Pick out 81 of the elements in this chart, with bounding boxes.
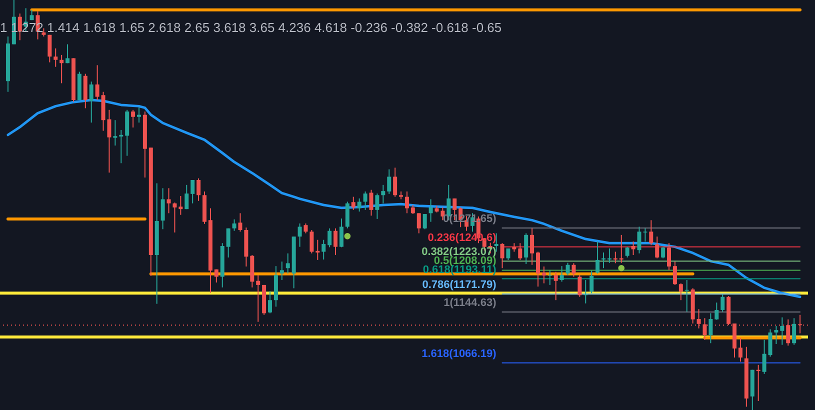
candlestick (738, 338, 742, 362)
candlestick (596, 240, 600, 274)
candlestick (381, 184, 386, 204)
candlestick (328, 228, 332, 248)
candlestick (554, 271, 558, 301)
candlestick (119, 129, 124, 164)
candlestick (560, 266, 564, 282)
candlestick (136, 106, 141, 124)
candlestick (351, 196, 356, 210)
candlestick (95, 64, 100, 101)
candlestick (578, 274, 582, 298)
candlestick (590, 270, 594, 294)
candlestick (536, 251, 540, 288)
candlestick (416, 212, 421, 234)
series-label: 1.618(1066.19) (422, 348, 497, 360)
candlestick (196, 178, 201, 202)
candlestick (256, 274, 260, 322)
candlestick (54, 48, 58, 68)
candlestick (322, 239, 326, 260)
candlestick (298, 222, 302, 248)
candlestick (524, 232, 528, 265)
candlestick (649, 220, 654, 246)
candlestick (404, 190, 409, 214)
candlestick (268, 290, 272, 314)
candlestick (178, 195, 183, 216)
candlestick (304, 222, 308, 234)
candlestick (714, 302, 719, 320)
candlestick (667, 242, 672, 271)
candlestick (190, 179, 195, 204)
candlestick (542, 266, 546, 284)
candlestick (345, 201, 350, 229)
candlestick (530, 228, 534, 266)
candlestick (548, 270, 552, 286)
candlestick (518, 242, 522, 260)
candlestick (655, 236, 660, 259)
candlestick (774, 325, 778, 344)
candlestick (334, 228, 338, 256)
candlestick (286, 252, 290, 274)
candlestick (280, 261, 284, 281)
candlestick (708, 312, 713, 344)
candlestick (428, 198, 433, 222)
candlestick (316, 239, 320, 260)
candlestick (113, 120, 118, 146)
candlestick (184, 184, 189, 210)
candlestick (631, 240, 636, 256)
candlestick (310, 230, 314, 254)
candlestick (500, 242, 504, 269)
candlestick (572, 262, 576, 278)
candlestick (160, 188, 165, 230)
series-label: 1(1144.63) (444, 297, 497, 310)
candlestick (792, 318, 796, 346)
candlestick (625, 246, 630, 258)
candlestick (238, 212, 242, 232)
candlestick (66, 44, 70, 64)
candlestick (780, 316, 784, 346)
series-label: 0.786(1171.79) (422, 278, 497, 291)
candlestick (48, 34, 52, 63)
candlestick (393, 167, 398, 198)
candlestick (232, 218, 236, 232)
candlestick (357, 198, 362, 212)
candlestick (375, 193, 380, 220)
candlestick (166, 188, 171, 214)
candlestick (60, 54, 64, 84)
candlestick (422, 214, 427, 230)
candlestick (643, 228, 648, 242)
candlestick (131, 109, 136, 128)
candlestick (226, 228, 230, 258)
candlestick (637, 226, 642, 254)
candlestick (339, 218, 344, 248)
candlestick (369, 189, 374, 216)
candlestick (89, 81, 94, 124)
candlestick (410, 204, 415, 215)
candlestick (720, 294, 725, 312)
candlestick (363, 190, 368, 210)
candlestick (566, 262, 570, 276)
candlestick (214, 268, 218, 283)
candlestick (672, 261, 677, 286)
candlestick (172, 202, 177, 233)
candlestick (661, 246, 666, 259)
candlestick (387, 168, 392, 194)
candlestick (678, 282, 683, 301)
